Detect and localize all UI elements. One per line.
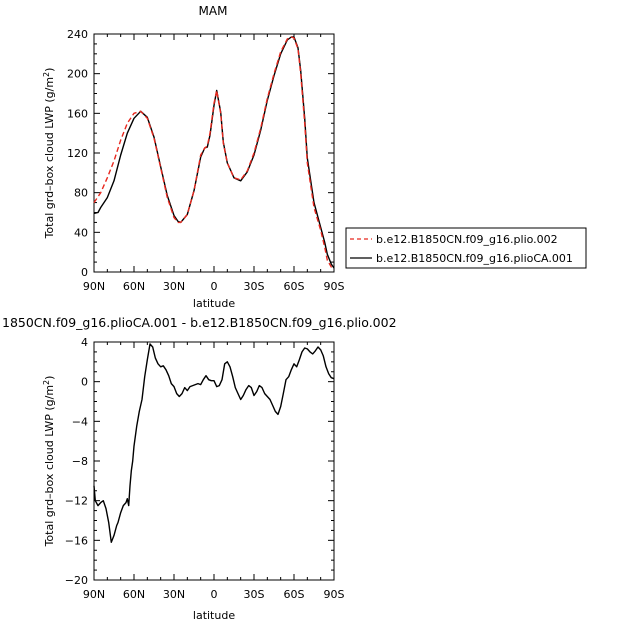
bottom-plot-frame [93,341,335,581]
top-y-axis-label: Total grd–box cloud LWP (g/m2) [42,68,57,240]
bottom-y-axis-label: Total grd–box cloud LWP (g/m2) [42,376,57,548]
top-x-axis-label: latitude [193,297,235,310]
bottom-panel: 1850CN.f09_g16.plioCA.001 - b.e12.B1850C… [2,315,397,622]
x-tick-label: 30S [244,588,265,601]
legend-box [345,227,587,269]
y-tick-label: 40 [74,226,88,239]
x-tick-label: 90S [324,588,345,601]
series-line-1-0 [93,343,335,543]
y-tick-label: −20 [65,574,88,587]
x-tick-label: 0 [211,280,218,293]
y-tick-label: 80 [74,187,88,200]
top-panel: MAM 0 40 80 120 160 200 240 90N 60N 30N 0 30S 60S 90… [42,4,345,310]
x-tick-label: 30N [163,280,185,293]
x-tick-label: 60N [123,280,145,293]
y-tick-label: −16 [65,534,88,547]
x-tick-label: 60S [284,588,305,601]
x-tick-label: 90S [324,280,345,293]
x-tick-label: 30N [163,588,185,601]
series-line-0-0 [93,36,335,269]
y-tick-label: 200 [67,68,88,81]
y-tick-label: −12 [65,495,88,508]
y-tick-label: 0 [81,376,88,389]
y-tick-label: 4 [81,336,88,349]
legend-entry-plio: b.e12.B1850CN.f09_g16.plio.002 [376,233,558,246]
x-tick-label: 60S [284,280,305,293]
x-tick-label: 60N [123,588,145,601]
top-chart-title: MAM [199,4,228,18]
y-tick-label: 120 [67,147,88,160]
x-tick-label: 0 [211,588,218,601]
x-tick-label: 30S [244,280,265,293]
y-tick-label: 0 [81,266,88,279]
x-tick-label: 90N [83,588,105,601]
legend: b.e12.B1850CN.f09_g16.plio.002 b.e12.B18… [345,227,587,269]
top-plot-frame [93,33,335,273]
y-tick-label: 160 [67,107,88,120]
bottom-chart-title: 1850CN.f09_g16.plioCA.001 - b.e12.B1850C… [2,315,397,330]
series-line-0-1 [93,36,335,270]
y-tick-label: −8 [72,455,88,468]
y-tick-label: −4 [72,415,88,428]
legend-entry-plioca: b.e12.B1850CN.f09_g16.plioCA.001 [376,252,573,265]
x-tick-label: 90N [83,280,105,293]
y-tick-label: 240 [67,28,88,41]
bottom-x-axis-label: latitude [193,609,235,622]
